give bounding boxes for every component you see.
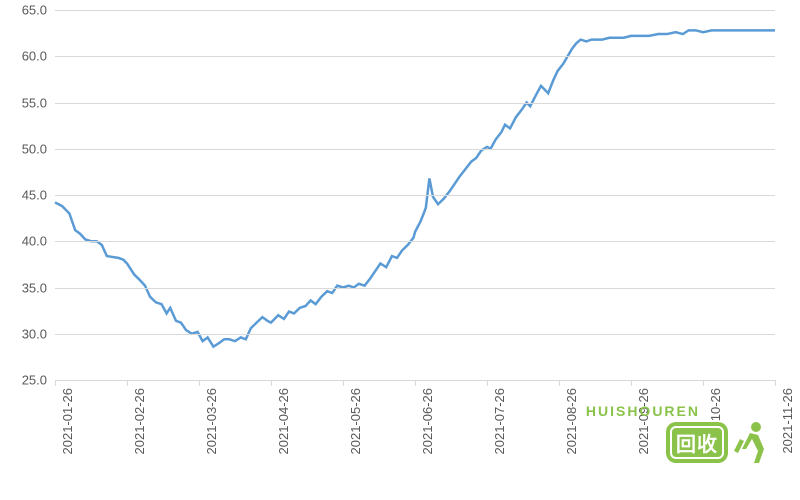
y-axis-label: 55.0: [22, 95, 47, 110]
gridline: [55, 334, 775, 335]
y-axis-label: 40.0: [22, 234, 47, 249]
x-tickmark: [271, 380, 272, 386]
x-axis-label: 2021-11-26: [780, 388, 795, 454]
x-tickmark: [487, 380, 488, 386]
x-axis-label: 2021-01-26: [60, 388, 75, 455]
x-tickmark: [415, 380, 416, 386]
y-axis-label: 45.0: [22, 188, 47, 203]
gridline: [55, 10, 775, 11]
chart-container: 25.0 30.0 35.0 40.0 45.0 50.0 55.0 60.0 65.0 2021…: [0, 0, 800, 500]
x-axis-label: 2021-05-26: [348, 388, 363, 455]
recycle-person-icon: [732, 419, 770, 465]
watermark-main-text: 回收: [676, 434, 718, 456]
watermark-brand-text: HUISHOUREN: [586, 403, 700, 419]
x-tickmark: [703, 380, 704, 386]
gridline: [55, 103, 775, 104]
x-axis-label: 2021-02-26: [132, 388, 147, 455]
y-axis-label: 65.0: [22, 3, 47, 18]
y-axis-label: 30.0: [22, 326, 47, 341]
x-axis-label: 2021-08-26: [564, 388, 579, 455]
y-axis-label: 50.0: [22, 141, 47, 156]
y-axis-label: 60.0: [22, 49, 47, 64]
gridline: [55, 149, 775, 150]
x-tickmark: [55, 380, 56, 386]
x-tickmark: [775, 380, 776, 386]
x-tickmark: [127, 380, 128, 386]
x-axis-label: 2021-07-26: [492, 388, 507, 455]
x-tickmark: [631, 380, 632, 386]
x-tickmark: [343, 380, 344, 386]
x-tickmark: [199, 380, 200, 386]
x-axis-label: 2021-06-26: [420, 388, 435, 455]
y-axis-label: 35.0: [22, 280, 47, 295]
gridline: [55, 56, 775, 57]
gridline: [55, 195, 775, 196]
x-axis-label: 2021-03-26: [204, 388, 219, 455]
plot-area: 25.030.035.040.045.050.055.060.065.02021…: [55, 10, 775, 380]
gridline: [55, 241, 775, 242]
watermark: HUISHOUREN 回收: [666, 419, 770, 465]
watermark-box: 回收: [666, 422, 728, 463]
gridline: [55, 288, 775, 289]
x-axis-label: 2021-04-26: [276, 388, 291, 455]
x-axis-label: 2021-09-26: [636, 388, 651, 455]
line-series: [55, 30, 775, 346]
y-axis-label: 25.0: [22, 373, 47, 388]
x-tickmark: [559, 380, 560, 386]
